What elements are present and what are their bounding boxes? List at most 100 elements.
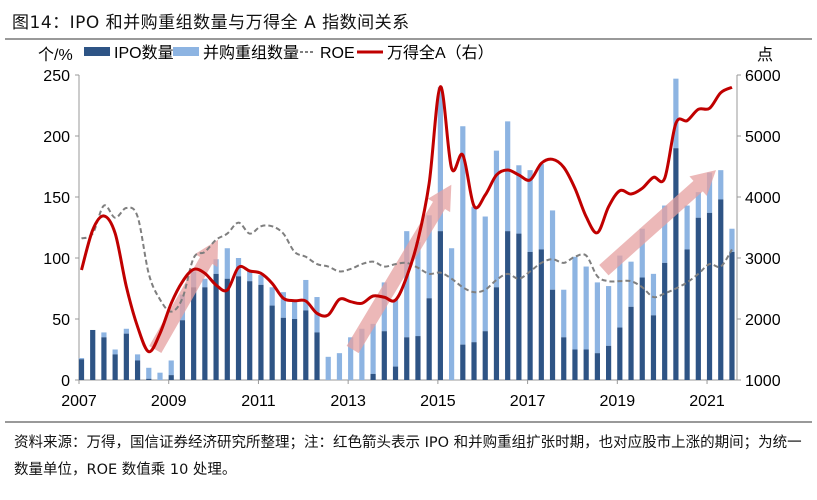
chart-title: 图14：IPO 和并购重组数量与万得全 A 指数间关系: [12, 13, 410, 33]
bar-ma-count: [527, 170, 533, 252]
bar-ma-count: [516, 165, 522, 234]
bar-ipo-count: [112, 354, 118, 380]
left-tick-label: 50: [52, 312, 70, 329]
bar-ipo-count: [303, 310, 309, 380]
bar-ipo-count: [628, 306, 634, 380]
bar-ipo-count: [673, 148, 679, 380]
x-tick-label: 2015: [420, 393, 456, 410]
right-axis-unit: 点: [757, 46, 773, 64]
bar-ma-count: [415, 242, 421, 337]
bar-ipo-count: [392, 366, 399, 380]
bar-ma-count: [606, 286, 612, 346]
bar-ma-count: [370, 323, 376, 374]
bar-ma-count: [583, 266, 589, 350]
left-tick-label: 100: [43, 251, 70, 268]
bar-ipo-count: [572, 349, 578, 380]
right-tick-label: 6000: [745, 68, 781, 85]
bar-ma-count: [460, 126, 466, 345]
legend-label: ROE: [320, 45, 355, 62]
bar-ma-count: [482, 216, 488, 332]
legend-swatch-1: [173, 47, 199, 56]
bar-ipo-count: [213, 273, 219, 380]
bar-ma-count: [639, 228, 645, 278]
bar-ma-count: [348, 337, 354, 380]
bar-ipo-count: [437, 231, 443, 380]
bar-ipo-count: [269, 305, 275, 380]
x-tick-label: 2017: [510, 393, 546, 410]
bar-ipo-count: [516, 233, 522, 380]
bar-ma-count: [561, 289, 567, 338]
bar-ma-count: [247, 271, 253, 282]
bar-ma-count: [437, 87, 443, 232]
bar-ma-count: [202, 278, 208, 288]
bar-ma-count: [123, 328, 129, 334]
bar-ma-count: [448, 248, 455, 380]
bar-ipo-count: [235, 276, 242, 380]
bar-ipo-count: [247, 281, 253, 380]
bar-ma-count: [392, 299, 399, 367]
x-tick-label: 2021: [689, 393, 725, 410]
bar-ipo-count: [549, 289, 556, 380]
bar-ma-count: [325, 356, 331, 380]
bar-ipo-count: [493, 287, 500, 380]
legend-swatch-0: [84, 47, 110, 56]
bar-ma-count: [662, 205, 668, 263]
bar-ma-count: [359, 328, 365, 380]
bar-ma-count: [303, 279, 309, 311]
x-tick-label: 2019: [600, 393, 636, 410]
bar-ma-count: [594, 282, 600, 354]
bar-ma-count: [404, 231, 410, 338]
bar-ma-count: [426, 215, 432, 299]
x-tick-label: 2007: [61, 393, 97, 410]
bar-ma-count: [78, 358, 85, 360]
bar-ipo-count: [505, 231, 511, 380]
footer-divider: [5, 421, 812, 423]
left-tick-label: 200: [43, 129, 70, 146]
wind-a-index-line: [80, 85, 733, 354]
bar-ma-count: [336, 353, 343, 380]
bar-ipo-count: [101, 337, 107, 380]
bar-ipo-count: [258, 284, 264, 380]
bar-ma-count: [538, 164, 544, 250]
left-axis-unit: 个/%: [38, 46, 73, 64]
bar-ma-count: [549, 210, 556, 290]
bar-ma-count: [706, 172, 713, 213]
bar-ipo-count: [179, 320, 186, 380]
bar-ma-count: [572, 256, 578, 350]
left-tick-label: 150: [43, 190, 70, 207]
bar-ipo-count: [78, 359, 85, 380]
right-tick-label: 1000: [745, 373, 781, 390]
bar-ipo-count: [291, 319, 298, 380]
bar-ipo-count: [606, 345, 612, 380]
bar-ipo-count: [527, 251, 533, 380]
x-tick-label: 2009: [151, 393, 187, 410]
x-tick-label: 2011: [241, 393, 276, 410]
bar-ma-count: [280, 292, 286, 318]
bar-ipo-count: [594, 353, 600, 380]
bar-ipo-count: [538, 249, 544, 380]
bar-ma-count: [112, 349, 118, 355]
bar-ma-count: [291, 299, 298, 319]
bar-ipo-count: [729, 251, 735, 380]
bar-ipo-count: [404, 337, 410, 380]
bar-ma-count: [505, 121, 511, 232]
bar-ma-count: [617, 255, 623, 328]
bar-ipo-count: [482, 331, 488, 380]
bar-ma-count: [493, 150, 500, 288]
x-tick-label: 2013: [330, 393, 366, 410]
source-note: 资料来源：万得，国信证券经济研究所整理；注：红色箭头表示 IPO 和并购重组扩张…: [14, 435, 802, 478]
bar-ipo-count: [460, 344, 466, 380]
bar-ipo-count: [561, 337, 567, 380]
bar-ipo-count: [224, 278, 230, 380]
bar-ma-count: [684, 205, 690, 250]
bar-ipo-count: [314, 332, 320, 380]
bar-ma-count: [168, 360, 174, 376]
bar-ma-count: [695, 192, 701, 218]
bar-ma-count: [718, 170, 724, 200]
bar-ipo-count: [426, 298, 432, 380]
bar-ipo-count: [718, 199, 724, 380]
bar-ma-count: [146, 367, 152, 379]
bar-ma-count: [134, 354, 141, 361]
right-tick-label: 5000: [745, 129, 781, 146]
chart: 0 50 100 150 200 250 1000 2000 3000 4000 5000 6000 2…: [38, 44, 781, 410]
